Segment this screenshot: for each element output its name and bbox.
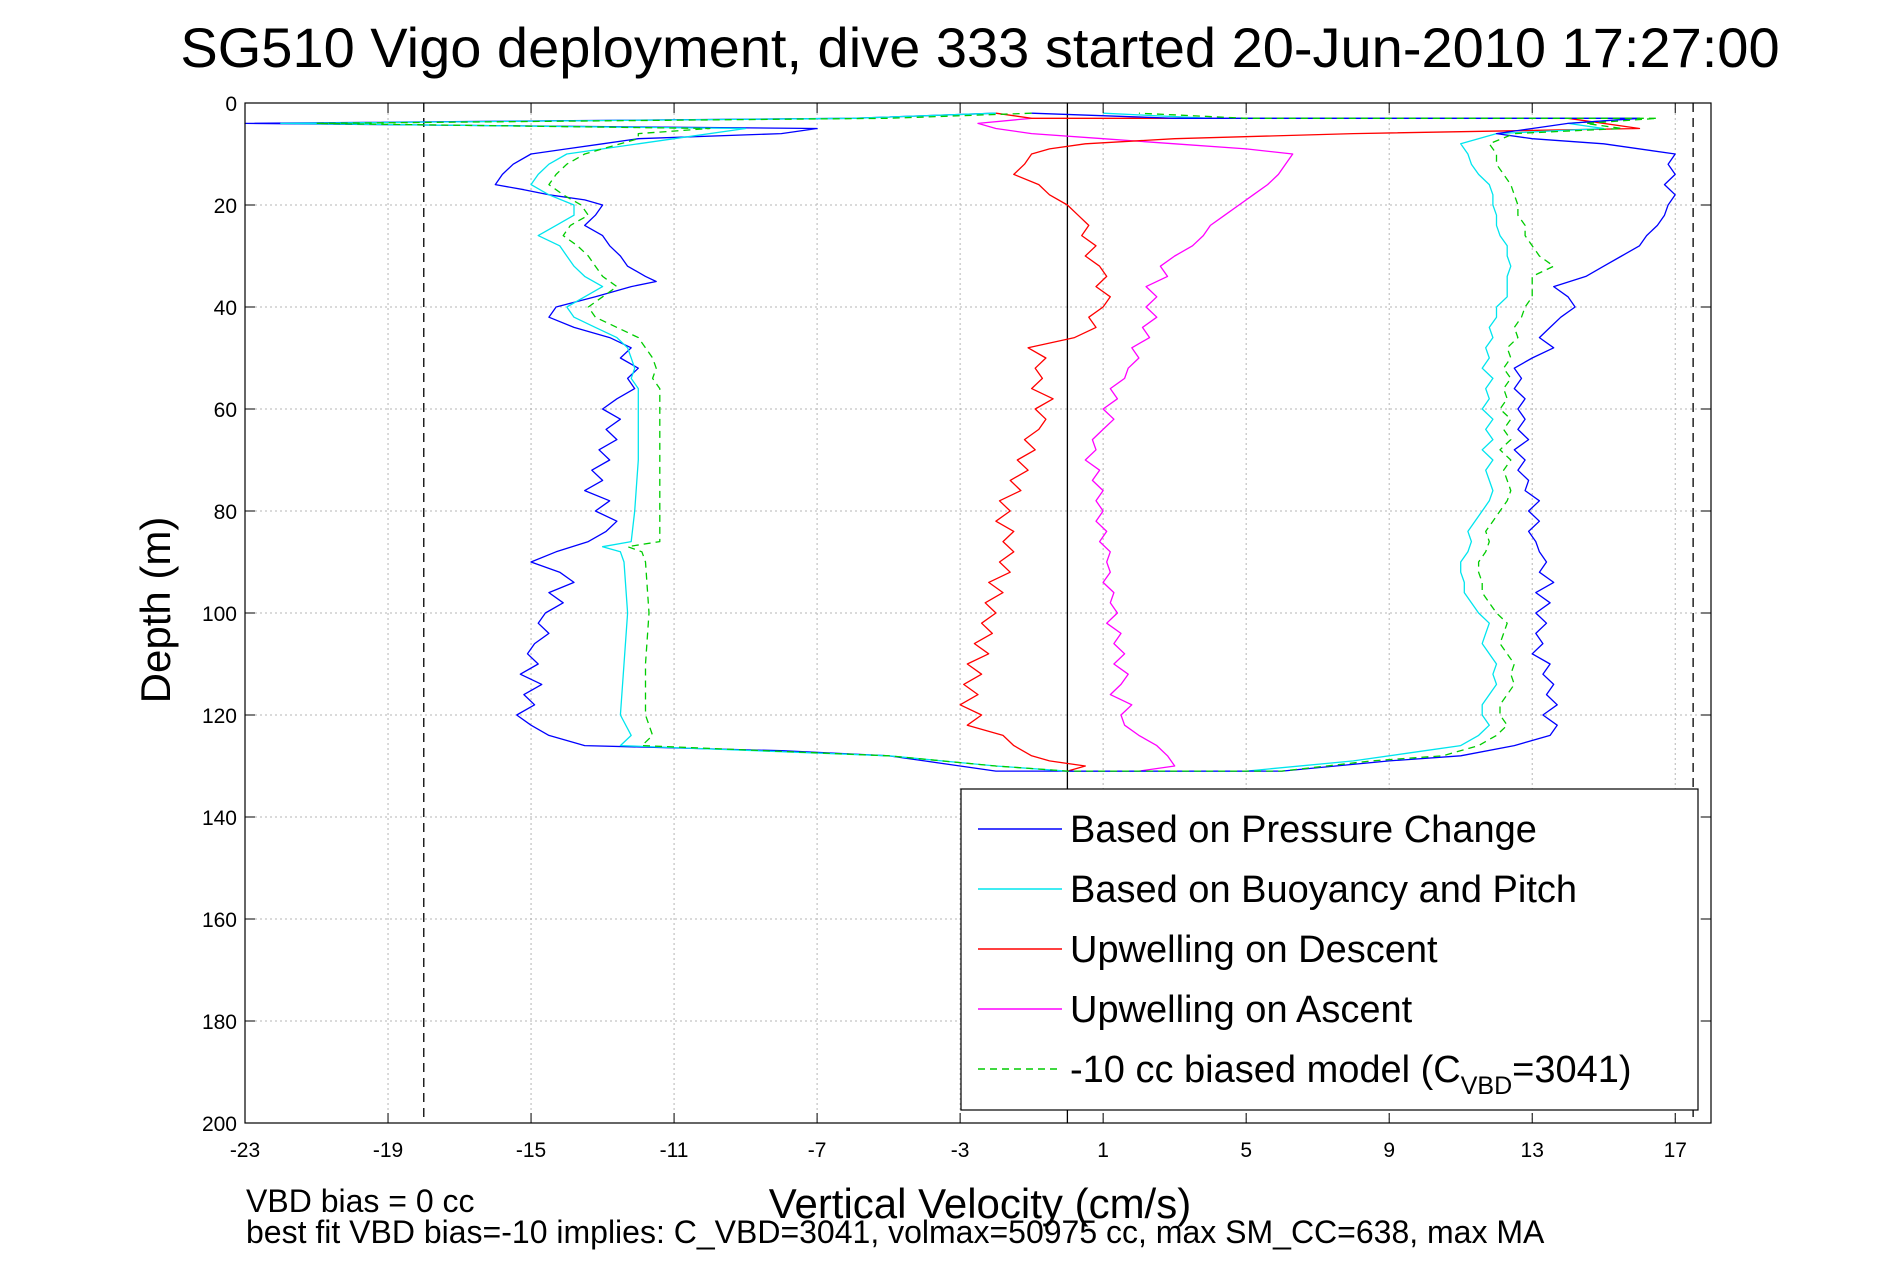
- x-axis-label: Vertical Velocity (cm/s): [769, 1180, 1191, 1227]
- series-line-3: [959, 112, 1641, 772]
- y-tick-label: 200: [202, 1113, 237, 1136]
- x-tick-label: 9: [1383, 1139, 1395, 1162]
- y-tick-label: 80: [214, 501, 237, 524]
- x-tick-label: -3: [951, 1139, 970, 1162]
- series-line-5: [1031, 112, 1676, 772]
- series-line-1: [244, 112, 1068, 772]
- y-axis-label: Depth (m): [132, 517, 179, 704]
- chart-title: SG510 Vigo deployment, dive 333 started …: [180, 16, 1779, 79]
- legend: Based on Pressure Change Based on Buoyanc…: [960, 788, 1699, 1111]
- vbd-bias-note: VBD bias = 0 cc: [246, 1183, 475, 1219]
- legend-label-4: Upwelling on Ascent: [1070, 989, 1413, 1031]
- x-tick-label: -19: [373, 1139, 403, 1162]
- series-line-6: [315, 112, 1659, 772]
- legend-label-1: Based on Pressure Change: [1070, 809, 1537, 851]
- y-tick-label: 120: [202, 705, 237, 728]
- y-tick-label: 140: [202, 807, 237, 830]
- y-tick-label: 20: [214, 195, 237, 218]
- x-tick-label: 13: [1521, 1139, 1544, 1162]
- series-line-2: [977, 117, 1294, 772]
- y-tick-label: 160: [202, 909, 237, 932]
- legend-label-2: Based on Buoyancy and Pitch: [1070, 869, 1577, 911]
- x-axis-ticks: -23 -19 -15 -11 -7 -3 1 5 9 13 17: [230, 103, 1687, 1162]
- x-tick-label: 17: [1664, 1139, 1687, 1162]
- best-fit-note: best fit VBD bias=-10 implies: C_VBD=304…: [246, 1214, 1545, 1250]
- y-tick-label: 0: [225, 93, 237, 116]
- y-tick-label: 180: [202, 1011, 237, 1034]
- y-tick-label: 40: [214, 297, 237, 320]
- legend-label-3: Upwelling on Descent: [1070, 929, 1438, 971]
- legend-label-5: -10 cc biased model (CVBD=3041): [1070, 1049, 1632, 1100]
- x-tick-label: 5: [1240, 1139, 1252, 1162]
- x-tick-label: 1: [1097, 1139, 1109, 1162]
- x-tick-label: -23: [230, 1139, 260, 1162]
- y-axis-ticks: 0 20 40 60 80 100 120 140 160 180 200: [202, 93, 1711, 1136]
- legend-box: [960, 788, 1699, 1111]
- y-tick-label: 100: [202, 603, 237, 626]
- y-tick-label: 60: [214, 399, 237, 422]
- series-layer: [244, 112, 1676, 772]
- x-tick-label: -11: [660, 1139, 689, 1162]
- x-tick-label: -7: [808, 1139, 827, 1162]
- series-line-4: [280, 112, 1641, 772]
- x-tick-label: -15: [516, 1139, 546, 1162]
